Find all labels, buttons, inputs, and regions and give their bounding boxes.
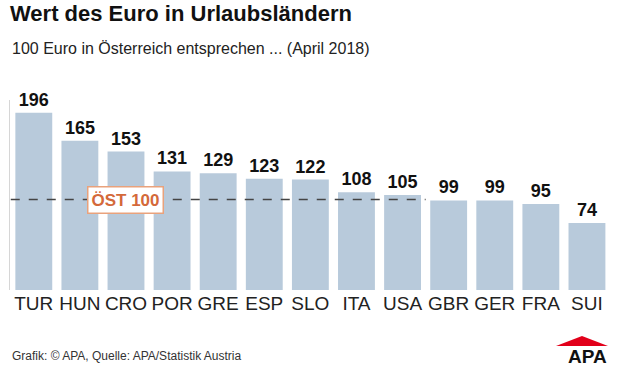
svg-text:FRA: FRA — [522, 293, 560, 314]
svg-text:ESP: ESP — [245, 293, 283, 314]
svg-text:129: 129 — [203, 150, 233, 170]
svg-text:SLO: SLO — [291, 293, 329, 314]
svg-text:74: 74 — [577, 200, 597, 220]
svg-text:165: 165 — [65, 118, 95, 138]
svg-text:105: 105 — [388, 172, 418, 192]
svg-text:Grafik: © APA, Quelle: APA/Sta: Grafik: © APA, Quelle: APA/Statistik Aus… — [12, 349, 241, 363]
svg-text:GER: GER — [474, 293, 515, 314]
svg-text:99: 99 — [485, 177, 505, 197]
svg-text:ITA: ITA — [342, 293, 370, 314]
svg-text:196: 196 — [19, 90, 49, 110]
svg-text:USA: USA — [383, 293, 422, 314]
svg-text:SUI: SUI — [571, 293, 603, 314]
svg-text:CRO: CRO — [105, 293, 147, 314]
svg-text:108: 108 — [341, 169, 371, 189]
svg-text:123: 123 — [249, 156, 279, 176]
svg-text:APA: APA — [568, 346, 607, 367]
svg-text:Wert des Euro in Urlaubsländer: Wert des Euro in Urlaubsländern — [10, 1, 352, 26]
svg-text:POR: POR — [151, 293, 192, 314]
svg-text:ÖST 100: ÖST 100 — [92, 191, 160, 210]
svg-text:TUR: TUR — [14, 293, 53, 314]
svg-text:122: 122 — [295, 157, 325, 177]
svg-text:99: 99 — [439, 177, 459, 197]
svg-text:100 Euro in Österreich entspre: 100 Euro in Österreich entsprechen ... (… — [12, 40, 370, 57]
svg-text:131: 131 — [157, 148, 187, 168]
svg-text:GRE: GRE — [198, 293, 239, 314]
svg-text:HUN: HUN — [59, 293, 100, 314]
svg-text:95: 95 — [531, 181, 551, 201]
svg-text:153: 153 — [111, 129, 141, 149]
svg-text:GBR: GBR — [428, 293, 469, 314]
